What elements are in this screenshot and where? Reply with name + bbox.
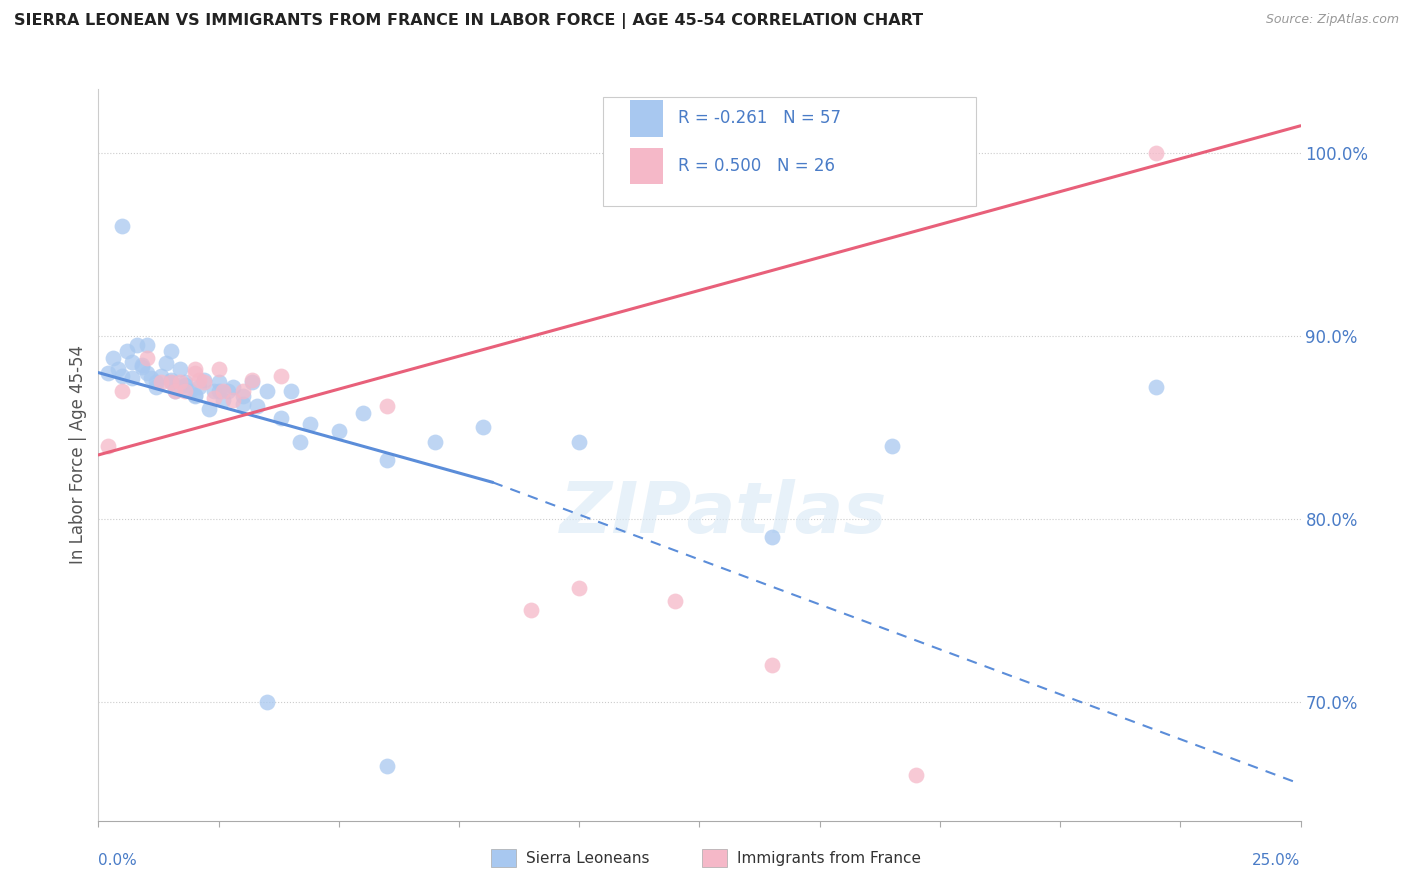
- Point: [97, 439, 120, 453]
- Point: [111, 219, 134, 234]
- Point: [193, 375, 215, 389]
- Point: [208, 362, 231, 376]
- Point: [222, 380, 245, 394]
- Point: [169, 375, 191, 389]
- Point: [183, 389, 205, 403]
- Point: [135, 366, 157, 380]
- Point: [904, 768, 927, 782]
- Point: [198, 402, 221, 417]
- Point: [131, 359, 153, 373]
- Point: [202, 384, 225, 398]
- Point: [202, 391, 225, 405]
- Point: [212, 393, 235, 408]
- Point: [107, 362, 129, 376]
- Bar: [630, 100, 664, 136]
- Point: [159, 343, 181, 358]
- Point: [117, 343, 139, 358]
- Point: [256, 384, 278, 398]
- Point: [208, 384, 231, 398]
- Point: [111, 384, 134, 398]
- Text: 25.0%: 25.0%: [1253, 854, 1301, 868]
- Point: [121, 354, 143, 368]
- Point: [159, 375, 181, 389]
- Point: [188, 380, 211, 394]
- Point: [159, 373, 181, 387]
- FancyBboxPatch shape: [603, 96, 976, 206]
- Point: [145, 380, 167, 394]
- Point: [222, 393, 245, 408]
- Point: [761, 530, 783, 544]
- Point: [328, 424, 350, 438]
- Point: [232, 397, 254, 411]
- Text: SIERRA LEONEAN VS IMMIGRANTS FROM FRANCE IN LABOR FORCE | AGE 45-54 CORRELATION : SIERRA LEONEAN VS IMMIGRANTS FROM FRANCE…: [14, 13, 924, 29]
- Point: [568, 582, 591, 596]
- Point: [352, 406, 374, 420]
- Point: [169, 362, 191, 376]
- Point: [149, 369, 172, 384]
- Text: 0.0%: 0.0%: [98, 854, 138, 868]
- Point: [280, 384, 302, 398]
- Point: [375, 758, 398, 772]
- Text: R = -0.261   N = 57: R = -0.261 N = 57: [678, 110, 841, 128]
- Point: [375, 399, 398, 413]
- Y-axis label: In Labor Force | Age 45-54: In Labor Force | Age 45-54: [69, 345, 87, 565]
- Point: [135, 338, 157, 352]
- Text: Sierra Leoneans: Sierra Leoneans: [526, 851, 650, 865]
- Point: [472, 420, 495, 434]
- Point: [193, 373, 215, 387]
- Point: [183, 366, 205, 380]
- Point: [125, 338, 148, 352]
- Point: [256, 695, 278, 709]
- Point: [165, 384, 187, 398]
- Point: [131, 360, 153, 375]
- Point: [183, 387, 205, 401]
- Point: [240, 373, 263, 387]
- Point: [155, 356, 177, 371]
- Point: [212, 384, 235, 398]
- Point: [270, 411, 292, 425]
- Point: [111, 369, 134, 384]
- Point: [179, 384, 201, 398]
- Point: [520, 603, 543, 617]
- Point: [664, 594, 686, 608]
- Point: [232, 389, 254, 403]
- Point: [145, 375, 167, 389]
- Point: [121, 371, 143, 385]
- Point: [423, 435, 446, 450]
- Text: ZIPatlas: ZIPatlas: [560, 479, 887, 548]
- Point: [174, 378, 197, 392]
- Point: [101, 351, 124, 365]
- Point: [1144, 146, 1167, 161]
- Point: [135, 351, 157, 365]
- Point: [1144, 380, 1167, 394]
- Point: [880, 439, 903, 453]
- Point: [165, 384, 187, 398]
- Point: [232, 384, 254, 398]
- Point: [246, 399, 269, 413]
- Point: [183, 362, 205, 376]
- Point: [174, 375, 197, 389]
- Text: Immigrants from France: Immigrants from France: [737, 851, 921, 865]
- Point: [217, 384, 239, 398]
- Text: R = 0.500   N = 26: R = 0.500 N = 26: [678, 157, 835, 175]
- Point: [568, 435, 591, 450]
- Point: [159, 375, 181, 389]
- Bar: [630, 148, 664, 185]
- Point: [240, 375, 263, 389]
- Point: [141, 371, 163, 385]
- Point: [290, 435, 312, 450]
- Point: [149, 375, 172, 389]
- Point: [375, 453, 398, 467]
- Point: [298, 417, 321, 431]
- Text: Source: ZipAtlas.com: Source: ZipAtlas.com: [1265, 13, 1399, 27]
- Point: [174, 384, 197, 398]
- Point: [761, 658, 783, 673]
- Point: [208, 375, 231, 389]
- Point: [270, 369, 292, 384]
- Point: [188, 373, 211, 387]
- Point: [97, 366, 120, 380]
